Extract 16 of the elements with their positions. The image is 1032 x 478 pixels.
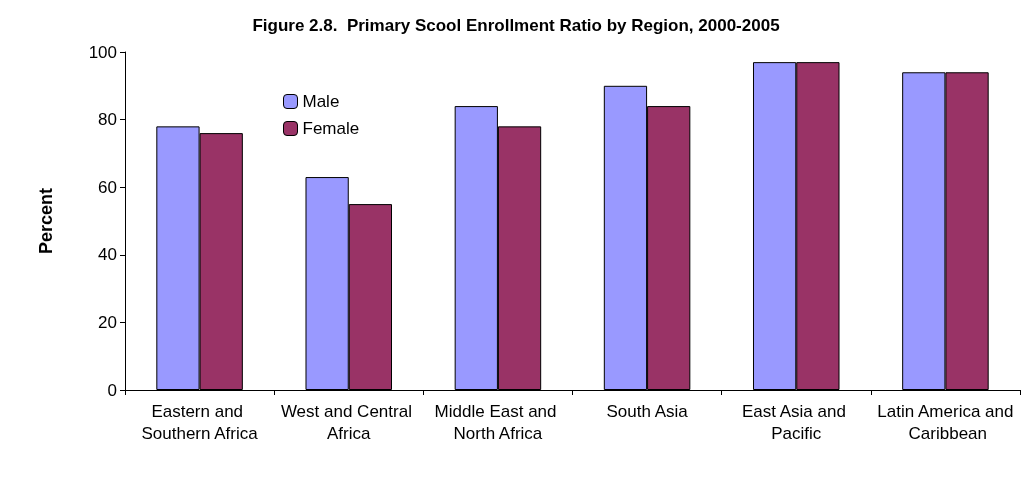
chart-title: Figure 2.8. Primary Scool Enrollment Ratio by Region, 2000-2005 xyxy=(252,16,780,35)
x-tick-label: East Asia and Pacific xyxy=(741,401,851,443)
legend-label: Female xyxy=(302,119,360,138)
y-tick-label: 60 xyxy=(98,177,117,197)
x-tick-label: South Asia xyxy=(606,401,689,421)
x-tick-label: West and Central Africa xyxy=(280,401,417,443)
y-tick-label: 80 xyxy=(98,110,117,130)
y-tick-label: 100 xyxy=(88,42,117,62)
x-tick-label: Latin America and Caribbean xyxy=(877,401,1014,443)
legend-label: Male xyxy=(302,92,340,111)
y-tick-label: 40 xyxy=(98,245,117,265)
y-tick-label: 0 xyxy=(107,380,117,400)
y-tick-label: 20 xyxy=(98,312,117,332)
y-axis-title: Percent xyxy=(36,187,56,255)
x-tick-label: Eastern and Southern Africa xyxy=(141,401,259,443)
x-tick-label: Middle East and North Africa xyxy=(434,401,562,443)
